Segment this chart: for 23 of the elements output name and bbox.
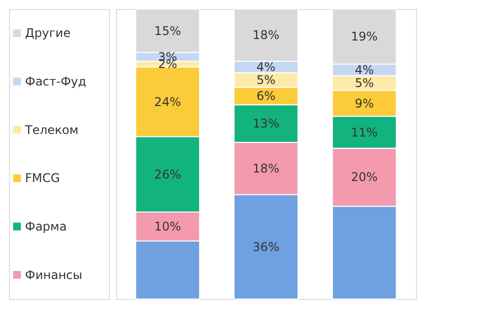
data-label: 20% — [351, 170, 378, 184]
legend-label: Финансы — [25, 268, 82, 282]
data-label: 26% — [154, 167, 181, 182]
legend-label: Фарма — [25, 220, 67, 234]
data-label: 13% — [252, 116, 280, 131]
data-label: 6% — [256, 89, 276, 103]
data-label: 36% — [252, 240, 280, 254]
data-label: 11% — [351, 125, 378, 140]
legend-label: Фаст-Фуд — [25, 74, 86, 88]
data-label: 15% — [154, 24, 181, 38]
data-label: 19% — [351, 30, 378, 44]
data-label: 4% — [256, 60, 276, 74]
data-label: 10% — [154, 220, 181, 234]
legend-label: Телеком — [24, 122, 78, 137]
data-label: 4% — [354, 62, 374, 77]
data-label: 18% — [252, 28, 280, 42]
legend-label: Другие — [25, 26, 71, 40]
data-label: 5% — [354, 76, 374, 90]
data-label: 5% — [256, 73, 276, 88]
legend-label: FMCG — [25, 171, 60, 186]
data-label: 9% — [354, 96, 374, 110]
data-label: 18% — [252, 162, 280, 176]
data-label: 24% — [154, 94, 181, 109]
